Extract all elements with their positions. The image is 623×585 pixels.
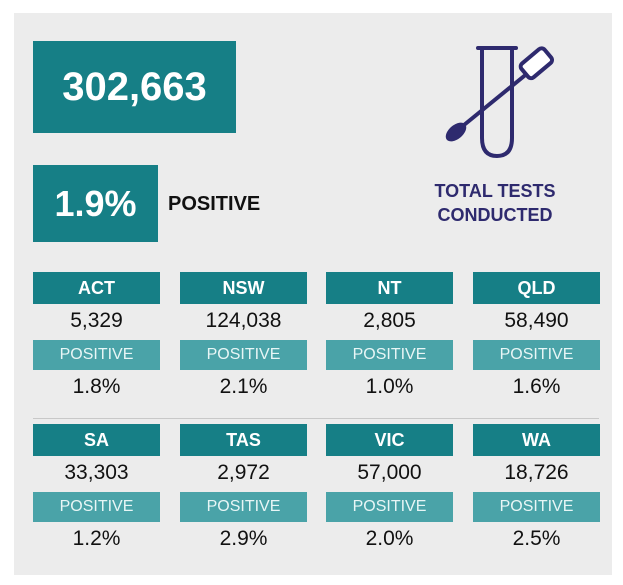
state-test-count: 58,490	[504, 309, 569, 332]
state-positive-rate: 1.6%	[512, 375, 561, 398]
state-name: NT	[326, 272, 453, 304]
positive-rate-value: 1.9%	[33, 165, 158, 242]
state-test-count: 124,038	[205, 309, 282, 332]
positive-rate-label: POSITIVE	[168, 193, 261, 215]
state-test-count: 2,805	[363, 309, 416, 332]
state-name: QLD	[473, 272, 600, 304]
state-test-count: 18,726	[504, 461, 569, 484]
state-positive-label: POSITIVE	[33, 340, 160, 370]
state-positive-label: POSITIVE	[33, 492, 160, 522]
state-test-count: 2,972	[217, 461, 270, 484]
state-positive-label: POSITIVE	[473, 340, 600, 370]
test-tube-swab-icon	[445, 46, 554, 159]
total-tests-label-line1: TOTAL TESTS	[434, 181, 556, 201]
state-positive-label: POSITIVE	[326, 492, 453, 522]
state-card-wa: WA 18,726 POSITIVE 2.5%	[473, 424, 600, 556]
row-divider	[33, 418, 599, 419]
state-card-act: ACT 5,329 POSITIVE 1.8%	[33, 272, 160, 404]
total-tests-value: 302,663	[33, 41, 236, 133]
state-positive-label: POSITIVE	[180, 492, 307, 522]
state-positive-rate: 1.0%	[365, 375, 414, 398]
state-test-count: 33,303	[64, 461, 129, 484]
total-tests-label-line2: CONDUCTED	[437, 205, 553, 225]
state-positive-label: POSITIVE	[180, 340, 307, 370]
state-name: TAS	[180, 424, 307, 456]
state-test-count: 5,329	[70, 309, 123, 332]
state-name: ACT	[33, 272, 160, 304]
state-positive-label: POSITIVE	[473, 492, 600, 522]
state-name: SA	[33, 424, 160, 456]
state-positive-label: POSITIVE	[326, 340, 453, 370]
state-name: NSW	[180, 272, 307, 304]
state-card-nt: NT 2,805 POSITIVE 1.0%	[326, 272, 453, 404]
total-tests-label: TOTAL TESTS CONDUCTED	[400, 179, 590, 227]
state-card-tas: TAS 2,972 POSITIVE 2.9%	[180, 424, 307, 556]
state-positive-rate: 1.8%	[72, 375, 121, 398]
state-positive-rate: 2.9%	[219, 527, 268, 550]
state-card-vic: VIC 57,000 POSITIVE 2.0%	[326, 424, 453, 556]
state-card-sa: SA 33,303 POSITIVE 1.2%	[33, 424, 160, 556]
state-test-count: 57,000	[357, 461, 422, 484]
state-positive-rate: 1.2%	[72, 527, 121, 550]
state-positive-rate: 2.0%	[365, 527, 414, 550]
state-card-nsw: NSW 124,038 POSITIVE 2.1%	[180, 272, 307, 404]
state-name: VIC	[326, 424, 453, 456]
state-card-qld: QLD 58,490 POSITIVE 1.6%	[473, 272, 600, 404]
state-name: WA	[473, 424, 600, 456]
state-positive-rate: 2.1%	[219, 375, 268, 398]
state-positive-rate: 2.5%	[512, 527, 561, 550]
